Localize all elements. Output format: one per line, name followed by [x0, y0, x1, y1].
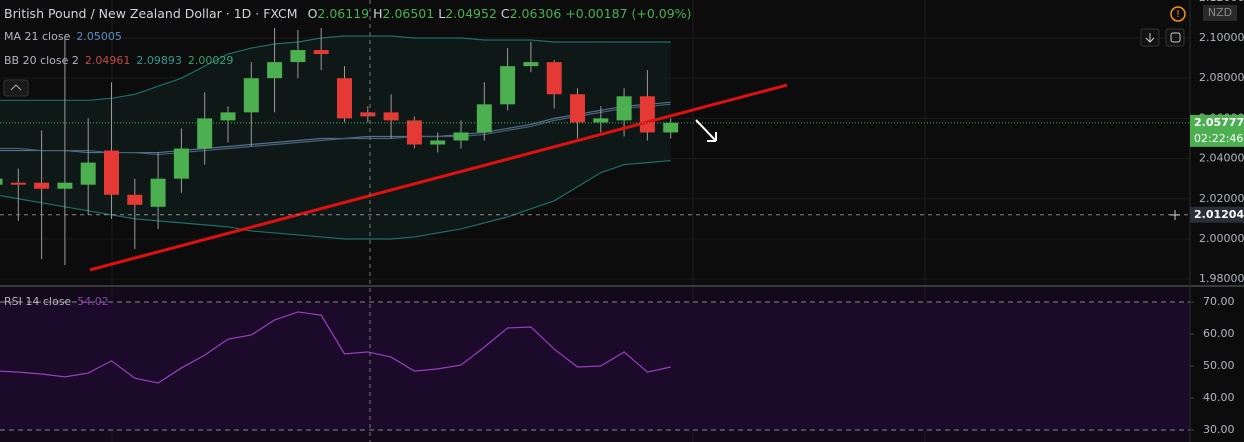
candle-body: [173, 148, 189, 179]
crosshair-box: [1190, 206, 1244, 223]
ohlc-value: 2.06501: [383, 6, 435, 21]
candle-body: [197, 118, 213, 149]
indicator-value: 2.04961: [85, 54, 131, 67]
candle-body: [453, 132, 469, 141]
candle-body: [290, 50, 306, 63]
candle-body: [267, 62, 283, 79]
legend: MA 21 close 2.05005 BB 20 close 2 2.04961 2.…: [4, 30, 233, 308]
indicator-name: BB 20 close 2: [4, 54, 79, 67]
currency-box: [1203, 5, 1237, 21]
title: British Pound / New Zealand Dollar · 1D …: [4, 6, 298, 21]
indicator-name: RSI 14 close: [4, 295, 71, 308]
collapse-icon: [10, 84, 22, 91]
candle-body: [500, 66, 516, 105]
candle-body: [10, 182, 26, 185]
candle-body: [0, 178, 3, 185]
ohlc-value: 2.06119: [317, 6, 369, 21]
candle-body: [34, 182, 50, 189]
ohlc-value: 2.04952: [445, 6, 497, 21]
candle-body: [546, 62, 562, 95]
indicator-legend: BB 20 close 2 2.04961 2.09893 2.00029: [4, 54, 233, 67]
candle-body: [337, 78, 352, 119]
countdown: 02:22:46: [1194, 132, 1243, 145]
ohlc-label: H: [373, 6, 382, 21]
alert-icon[interactable]: [1170, 6, 1186, 22]
y-tick-label: 2.10000: [1199, 31, 1244, 44]
candle-body: [313, 50, 329, 55]
rsi-tick-label: 40.00: [1203, 391, 1235, 404]
indicator-value: 2.00029: [188, 54, 234, 67]
candle-body: [383, 112, 399, 121]
rsi-tick-label: 70.00: [1203, 295, 1235, 308]
last-price-label: 2.05777: [1194, 116, 1244, 129]
change: +0.00187 (+0.09%): [565, 6, 691, 21]
ohlc-label: L: [438, 6, 445, 21]
indicator-value: 54.02: [77, 295, 109, 308]
ohlc: O2.06119 H2.06501 L2.04952 C2.06306: [308, 6, 562, 21]
bb-upper: [0, 35, 671, 101]
alert-mark: !: [1176, 9, 1180, 20]
candle-body: [476, 104, 492, 133]
candle-body: [127, 194, 143, 205]
y-tick-label: 2.12000: [1199, 0, 1244, 4]
rsi-tick-label: 30.00: [1203, 423, 1235, 436]
candle-body: [150, 178, 166, 207]
rsi-tick-label: 60.00: [1203, 327, 1235, 340]
button[interactable]: [1165, 28, 1185, 47]
candle-body: [220, 112, 236, 121]
collapse-button[interactable]: [3, 79, 29, 97]
ohlc-value: 2.06306: [510, 6, 562, 21]
candle-body: [57, 182, 73, 189]
y-tick-label: 2.00000: [1199, 232, 1244, 245]
y-tick-label: 2.02000: [1199, 192, 1244, 205]
trendline: [89, 83, 788, 272]
candle-body: [360, 112, 376, 117]
y-tick-label: 2.04000: [1199, 152, 1244, 165]
candle-body: [104, 150, 119, 195]
ohlc-label: C: [501, 6, 510, 21]
currency: NZD: [1208, 6, 1232, 19]
last-price-box: [1190, 114, 1244, 147]
indicator-value: 2.09893: [136, 54, 182, 67]
indicator-name: MA 21 close: [4, 30, 71, 43]
rsi-tick-label: 50.00: [1203, 359, 1235, 372]
indicator-legend: MA 21 close 2.05005: [4, 30, 122, 43]
y-tick-label: 2.08000: [1199, 71, 1244, 84]
indicator-value: 2.05005: [76, 30, 122, 43]
icon: [1145, 33, 1155, 43]
candle-body: [570, 94, 585, 123]
candle-body: [523, 62, 539, 67]
plus-icon[interactable]: [1170, 210, 1180, 220]
candle-body: [80, 162, 96, 185]
candle-body: [616, 96, 632, 121]
icon: [1170, 32, 1181, 43]
candle-body: [593, 118, 609, 123]
candle-body: [663, 122, 679, 133]
candle-body: [639, 96, 655, 133]
header: British Pound / New Zealand Dollar · 1D …: [4, 6, 691, 21]
crosshair-label: 2.01204: [1194, 208, 1244, 221]
candle-body: [430, 140, 446, 145]
plot: [0, 27, 1194, 431]
ohlc-label: O: [308, 6, 318, 21]
rsi-line: [0, 311, 671, 384]
candle-body: [406, 120, 422, 145]
bb-lower: [0, 159, 671, 240]
y-tick-label: 1.98000: [1199, 272, 1244, 285]
candle-body: [243, 78, 259, 113]
indicator-legend: RSI 14 close 54.02: [4, 295, 109, 308]
arrow: [695, 119, 717, 142]
